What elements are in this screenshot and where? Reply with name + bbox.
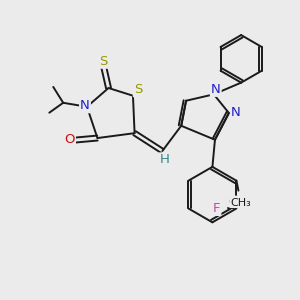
Text: F: F: [213, 202, 220, 215]
Text: CH3: CH3: [229, 196, 252, 206]
Text: N: N: [211, 83, 220, 96]
Text: O: O: [64, 133, 75, 146]
Text: CH₃: CH₃: [230, 197, 251, 208]
Text: N: N: [80, 99, 90, 112]
Text: N: N: [231, 106, 241, 118]
Text: S: S: [134, 83, 142, 96]
Text: H: H: [159, 153, 169, 167]
Text: S: S: [99, 55, 108, 68]
